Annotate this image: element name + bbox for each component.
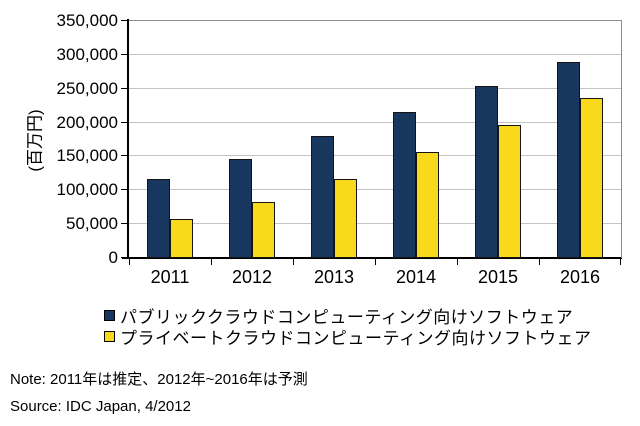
bar-2015-series-1 bbox=[475, 86, 498, 258]
x-tick-mark bbox=[620, 259, 621, 265]
gridline bbox=[129, 121, 621, 123]
bar-2011-series-1 bbox=[147, 179, 170, 258]
gridline bbox=[129, 189, 621, 191]
legend-item: パブリッククラウドコンピューティング向けソフトウェア bbox=[104, 305, 591, 327]
bar-2014-series-2 bbox=[416, 152, 439, 258]
bar-2014-series-1 bbox=[393, 112, 416, 258]
x-tick-mark bbox=[293, 259, 294, 265]
bar-2012-series-2 bbox=[252, 202, 275, 258]
bar-2016-series-2 bbox=[580, 98, 603, 258]
x-tick-label: 2011 bbox=[150, 267, 190, 287]
y-tick-mark bbox=[121, 223, 127, 225]
bar-2011-series-2 bbox=[170, 219, 193, 258]
y-tick-label: 300,000 bbox=[56, 44, 118, 64]
plot-area bbox=[129, 20, 622, 258]
y-tick-label: 350,000 bbox=[56, 11, 118, 30]
bar-2016-series-1 bbox=[557, 62, 580, 258]
y-tick-mark bbox=[121, 189, 127, 191]
y-tick-label: 0 bbox=[108, 248, 118, 267]
y-tick-mark bbox=[121, 121, 127, 123]
y-tick-label: 200,000 bbox=[56, 112, 118, 132]
y-tick-label: 50,000 bbox=[66, 214, 118, 234]
y-tick-mark bbox=[121, 53, 127, 55]
bar-2013-series-1 bbox=[311, 136, 334, 258]
gridline bbox=[129, 53, 621, 55]
x-tick-mark bbox=[211, 259, 212, 265]
y-tick-mark bbox=[121, 87, 127, 89]
y-tick-mark bbox=[121, 20, 127, 21]
legend-marker-series-2 bbox=[104, 331, 115, 342]
legend-item: プライベートクラウドコンピューティング向けソフトウェア bbox=[104, 326, 592, 348]
x-tick-label: 2015 bbox=[477, 267, 519, 287]
y-tick-label: 150,000 bbox=[56, 146, 118, 166]
bar-2013-series-2 bbox=[334, 179, 357, 258]
bar-2015-series-2 bbox=[498, 125, 521, 258]
legend-label: パブリッククラウドコンピューティング向けソフトウェア bbox=[120, 308, 574, 327]
y-tick-label: 250,000 bbox=[56, 78, 118, 98]
legend-label: プライベートクラウドコンピューティング向けソフトウェア bbox=[120, 329, 592, 348]
legend-marker-series-1 bbox=[104, 310, 115, 321]
x-tick-mark bbox=[539, 259, 540, 265]
x-tick-mark bbox=[375, 259, 376, 265]
bar-2012-series-1 bbox=[229, 159, 252, 258]
x-tick-mark bbox=[457, 259, 458, 265]
legend: パブリッククラウドコンピューティング向けソフトウェア プライベートクラウドコンピュ… bbox=[104, 305, 592, 348]
y-tick-label: 100,000 bbox=[56, 180, 118, 200]
note-text: Note: 2011年は推定、2012年~2016年は予測 bbox=[10, 371, 308, 388]
y-axis-line bbox=[127, 19, 129, 258]
x-axis-line bbox=[122, 257, 622, 259]
gridline bbox=[129, 223, 621, 225]
x-tick-label: 2012 bbox=[231, 267, 273, 287]
gridline bbox=[129, 87, 621, 89]
y-tick-mark bbox=[121, 155, 127, 157]
gridline bbox=[129, 155, 621, 157]
x-tick-label: 2014 bbox=[395, 267, 437, 287]
source-text: Source: IDC Japan, 4/2012 bbox=[10, 398, 191, 415]
x-tick-mark bbox=[129, 259, 130, 265]
x-tick-label: 2013 bbox=[313, 267, 355, 287]
x-tick-label: 2016 bbox=[559, 267, 601, 287]
